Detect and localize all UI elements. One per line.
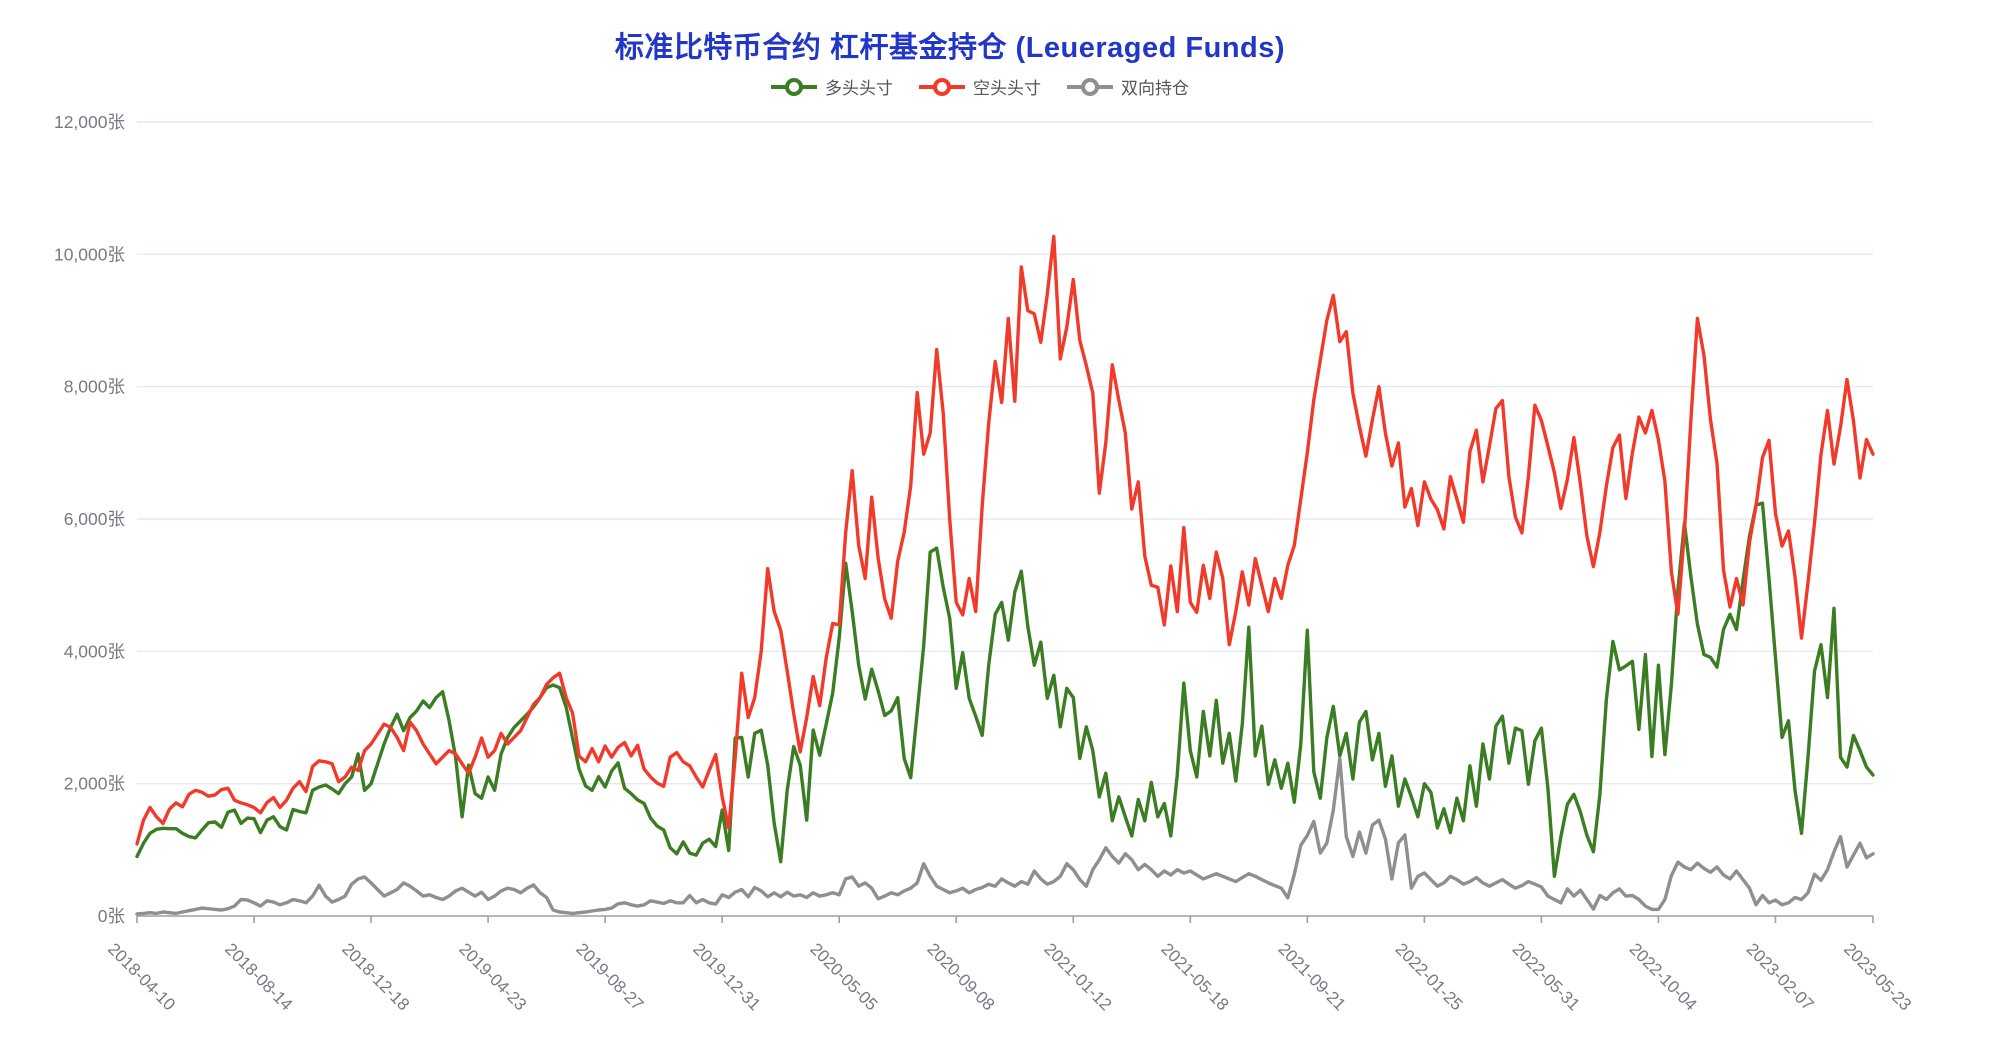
- x-axis-tick-label: 2022-05-31: [1509, 939, 1584, 1014]
- x-axis-tick-label: 2023-02-07: [1743, 939, 1818, 1014]
- chart-title: 标准比特币合约 杠杆基金持仓 (Leueraged Funds): [614, 32, 1286, 64]
- legend-label: 双向持仓: [1121, 79, 1189, 98]
- legend-label: 多头头寸: [825, 79, 893, 98]
- x-axis-tick-label: 2020-09-08: [923, 939, 998, 1014]
- y-axis-tick-label: 6,000张: [64, 509, 125, 529]
- x-axis-tick-label: 2018-04-10: [104, 939, 179, 1014]
- legend-marker-ring: [1081, 77, 1099, 96]
- legend-item-spreading-positions[interactable]: 双向持仓: [1067, 74, 1189, 99]
- legend-item-long-positions[interactable]: 多头头寸: [771, 74, 893, 99]
- y-axis-tick-label: 8,000张: [64, 377, 125, 397]
- series-line-long-positions[interactable]: [135, 501, 1875, 878]
- x-axis-tick-label: 2023-05-23: [1840, 939, 1915, 1014]
- x-axis-tick-label: 2018-12-18: [338, 939, 413, 1014]
- series-line-spreading-positions[interactable]: [135, 756, 1875, 916]
- legend-item-short-positions[interactable]: 空头头寸: [919, 74, 1041, 99]
- y-axis-tick-label: 4,000张: [64, 641, 125, 661]
- line-circle-marker-icon: [919, 77, 965, 96]
- x-axis-tick-label: 2022-01-25: [1392, 939, 1467, 1014]
- legend-label: 空头头寸: [973, 79, 1041, 98]
- legend-marker-ring: [933, 77, 951, 96]
- line-circle-marker-icon: [1067, 77, 1113, 96]
- x-axis-tick-label: 2021-05-18: [1157, 939, 1232, 1014]
- x-axis-tick-label: 2018-08-14: [221, 939, 296, 1014]
- x-axis-tick-label: 2021-01-12: [1040, 939, 1115, 1014]
- x-axis-tick-label: 2021-09-21: [1275, 939, 1350, 1014]
- legend-marker-ring: [785, 77, 803, 96]
- x-axis-tick-label: 2019-04-23: [455, 939, 530, 1014]
- y-axis-tick-label: 0张: [98, 906, 125, 926]
- x-axis-tick-label: 2020-05-05: [806, 939, 881, 1014]
- line-circle-marker-icon: [771, 77, 817, 96]
- y-axis-tick-label: 2,000张: [64, 774, 125, 794]
- x-axis-tick-label: 2019-12-31: [689, 939, 764, 1014]
- y-axis-tick-label: 12,000张: [54, 112, 125, 132]
- legend: 多头头寸 空头头寸 双向持仓: [0, 74, 1960, 99]
- x-axis-tick-label: 2022-10-04: [1626, 939, 1701, 1014]
- series-line-short-positions[interactable]: [135, 234, 1875, 846]
- y-axis-tick-label: 10,000张: [54, 244, 125, 264]
- x-axis-tick-label: 2019-08-27: [572, 939, 647, 1014]
